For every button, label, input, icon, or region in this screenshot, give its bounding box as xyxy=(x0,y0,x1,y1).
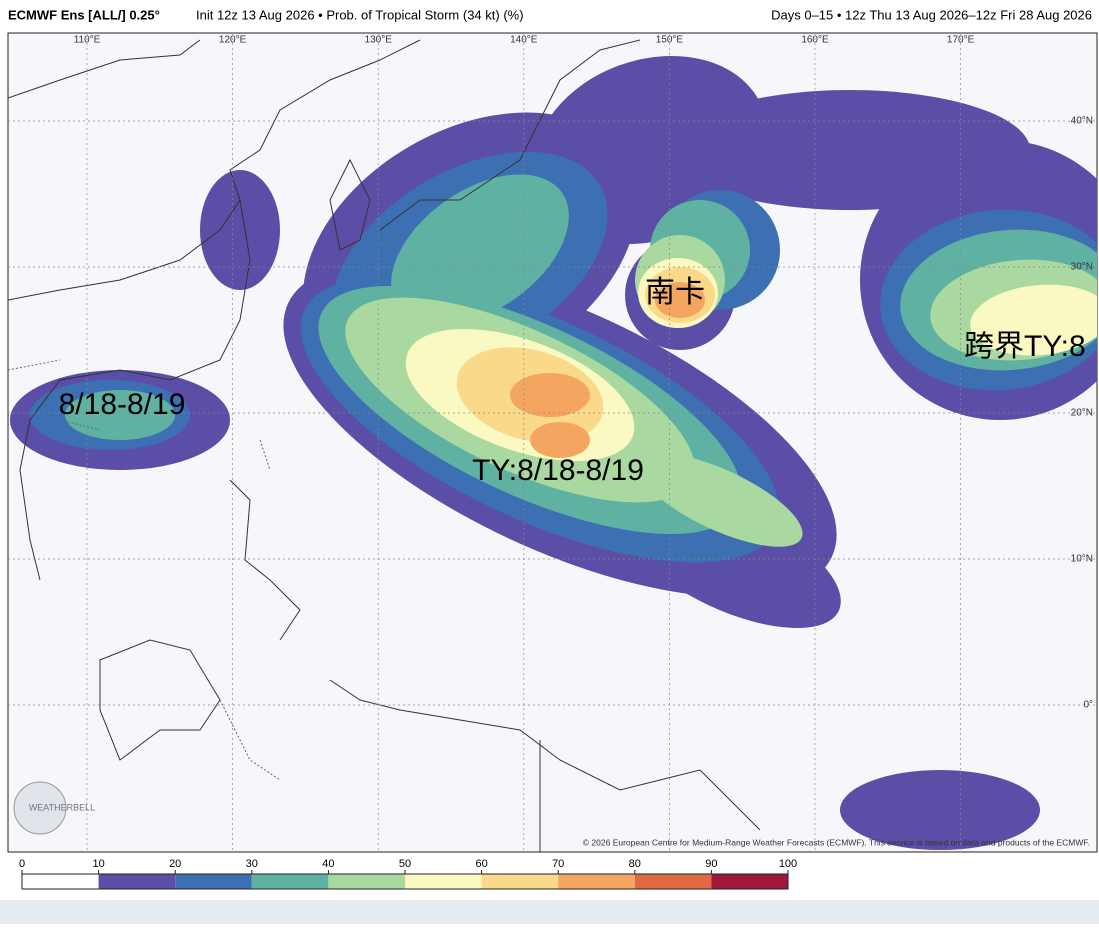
annotation: 跨界TY:8 xyxy=(964,330,1086,363)
colorbar-swatch xyxy=(711,874,788,889)
colorbar-tick-label: 20 xyxy=(169,858,181,870)
colorbar-swatch xyxy=(98,874,176,889)
colorbar-swatch xyxy=(405,874,482,889)
header-left: Init 12z 13 Aug 2026 • Prob. of Tropical… xyxy=(196,7,524,22)
probability-contour xyxy=(65,390,175,440)
probability-contour xyxy=(655,282,705,318)
probability-field xyxy=(10,55,1097,850)
probability-contour xyxy=(970,284,1097,356)
colorbar: 0 10 20 30 40 50 60 70 80 90 100 xyxy=(19,858,797,890)
lat-label: 40°N xyxy=(1071,116,1093,127)
colorbar-tick-label: 90 xyxy=(705,858,717,870)
probability-contour xyxy=(637,453,803,547)
lon-label: 120°E xyxy=(219,35,247,46)
colorbar-swatch xyxy=(175,874,252,889)
copyright: © 2026 European Centre for Medium-Range … xyxy=(583,837,1090,847)
probability-contour xyxy=(530,422,590,458)
colorbar-tick-label: 50 xyxy=(399,858,411,870)
lon-label: 170°E xyxy=(947,35,975,46)
axis-labels: 110°E 120°E 130°E 140°E 150°E 160°E 170°E 40°N 3… xyxy=(74,35,1093,711)
bottom-strip xyxy=(0,900,1099,924)
colorbar-tick-label: 40 xyxy=(322,858,334,870)
colorbar-tick-label: 30 xyxy=(246,858,258,870)
header-model: ECMWF Ens [ALL/] 0.25° xyxy=(8,7,160,22)
colorbar-swatch xyxy=(22,874,99,889)
lat-label: 10°N xyxy=(1071,554,1093,565)
colorbar-swatch xyxy=(251,874,329,889)
colorbar-tick-label: 70 xyxy=(552,858,564,870)
watermark-logo xyxy=(13,781,67,835)
lon-label: 150°E xyxy=(656,35,684,46)
watermark: WEATHERBELL xyxy=(29,802,95,812)
colorbar-tick-label: 80 xyxy=(629,858,641,870)
lat-label: 30°N xyxy=(1071,262,1093,273)
probability-contour xyxy=(391,174,569,326)
colorbar-tick-label: 60 xyxy=(475,858,487,870)
graticule xyxy=(8,33,1097,852)
colorbar-tick-label: 0 xyxy=(19,858,25,870)
probability-contour xyxy=(510,373,590,417)
lon-label: 110°E xyxy=(74,35,101,46)
coastlines xyxy=(8,39,761,852)
lat-label: 0° xyxy=(1083,700,1093,711)
colorbar-swatch xyxy=(558,874,635,889)
lat-label: 20°N xyxy=(1071,408,1093,419)
colorbar-swatch xyxy=(634,874,712,889)
colorbar-swatch xyxy=(328,874,405,889)
probability-contour xyxy=(840,770,1040,850)
colorbar-swatch xyxy=(481,874,559,889)
lon-label: 130°E xyxy=(365,35,393,46)
colorbar-tick-label: 10 xyxy=(92,858,104,870)
header-right: Days 0–15 • 12z Thu 13 Aug 2026–12z Fri … xyxy=(771,7,1092,22)
probability-contour xyxy=(200,170,280,290)
lon-label: 140°E xyxy=(510,35,538,46)
annotation: TY:8/18-8/19 xyxy=(472,454,644,487)
annotation: 8/18-8/19 xyxy=(59,388,186,421)
annotation: 南卡 xyxy=(645,276,705,309)
colorbar-tick-label: 100 xyxy=(779,858,797,870)
lon-label: 160°E xyxy=(801,35,829,46)
